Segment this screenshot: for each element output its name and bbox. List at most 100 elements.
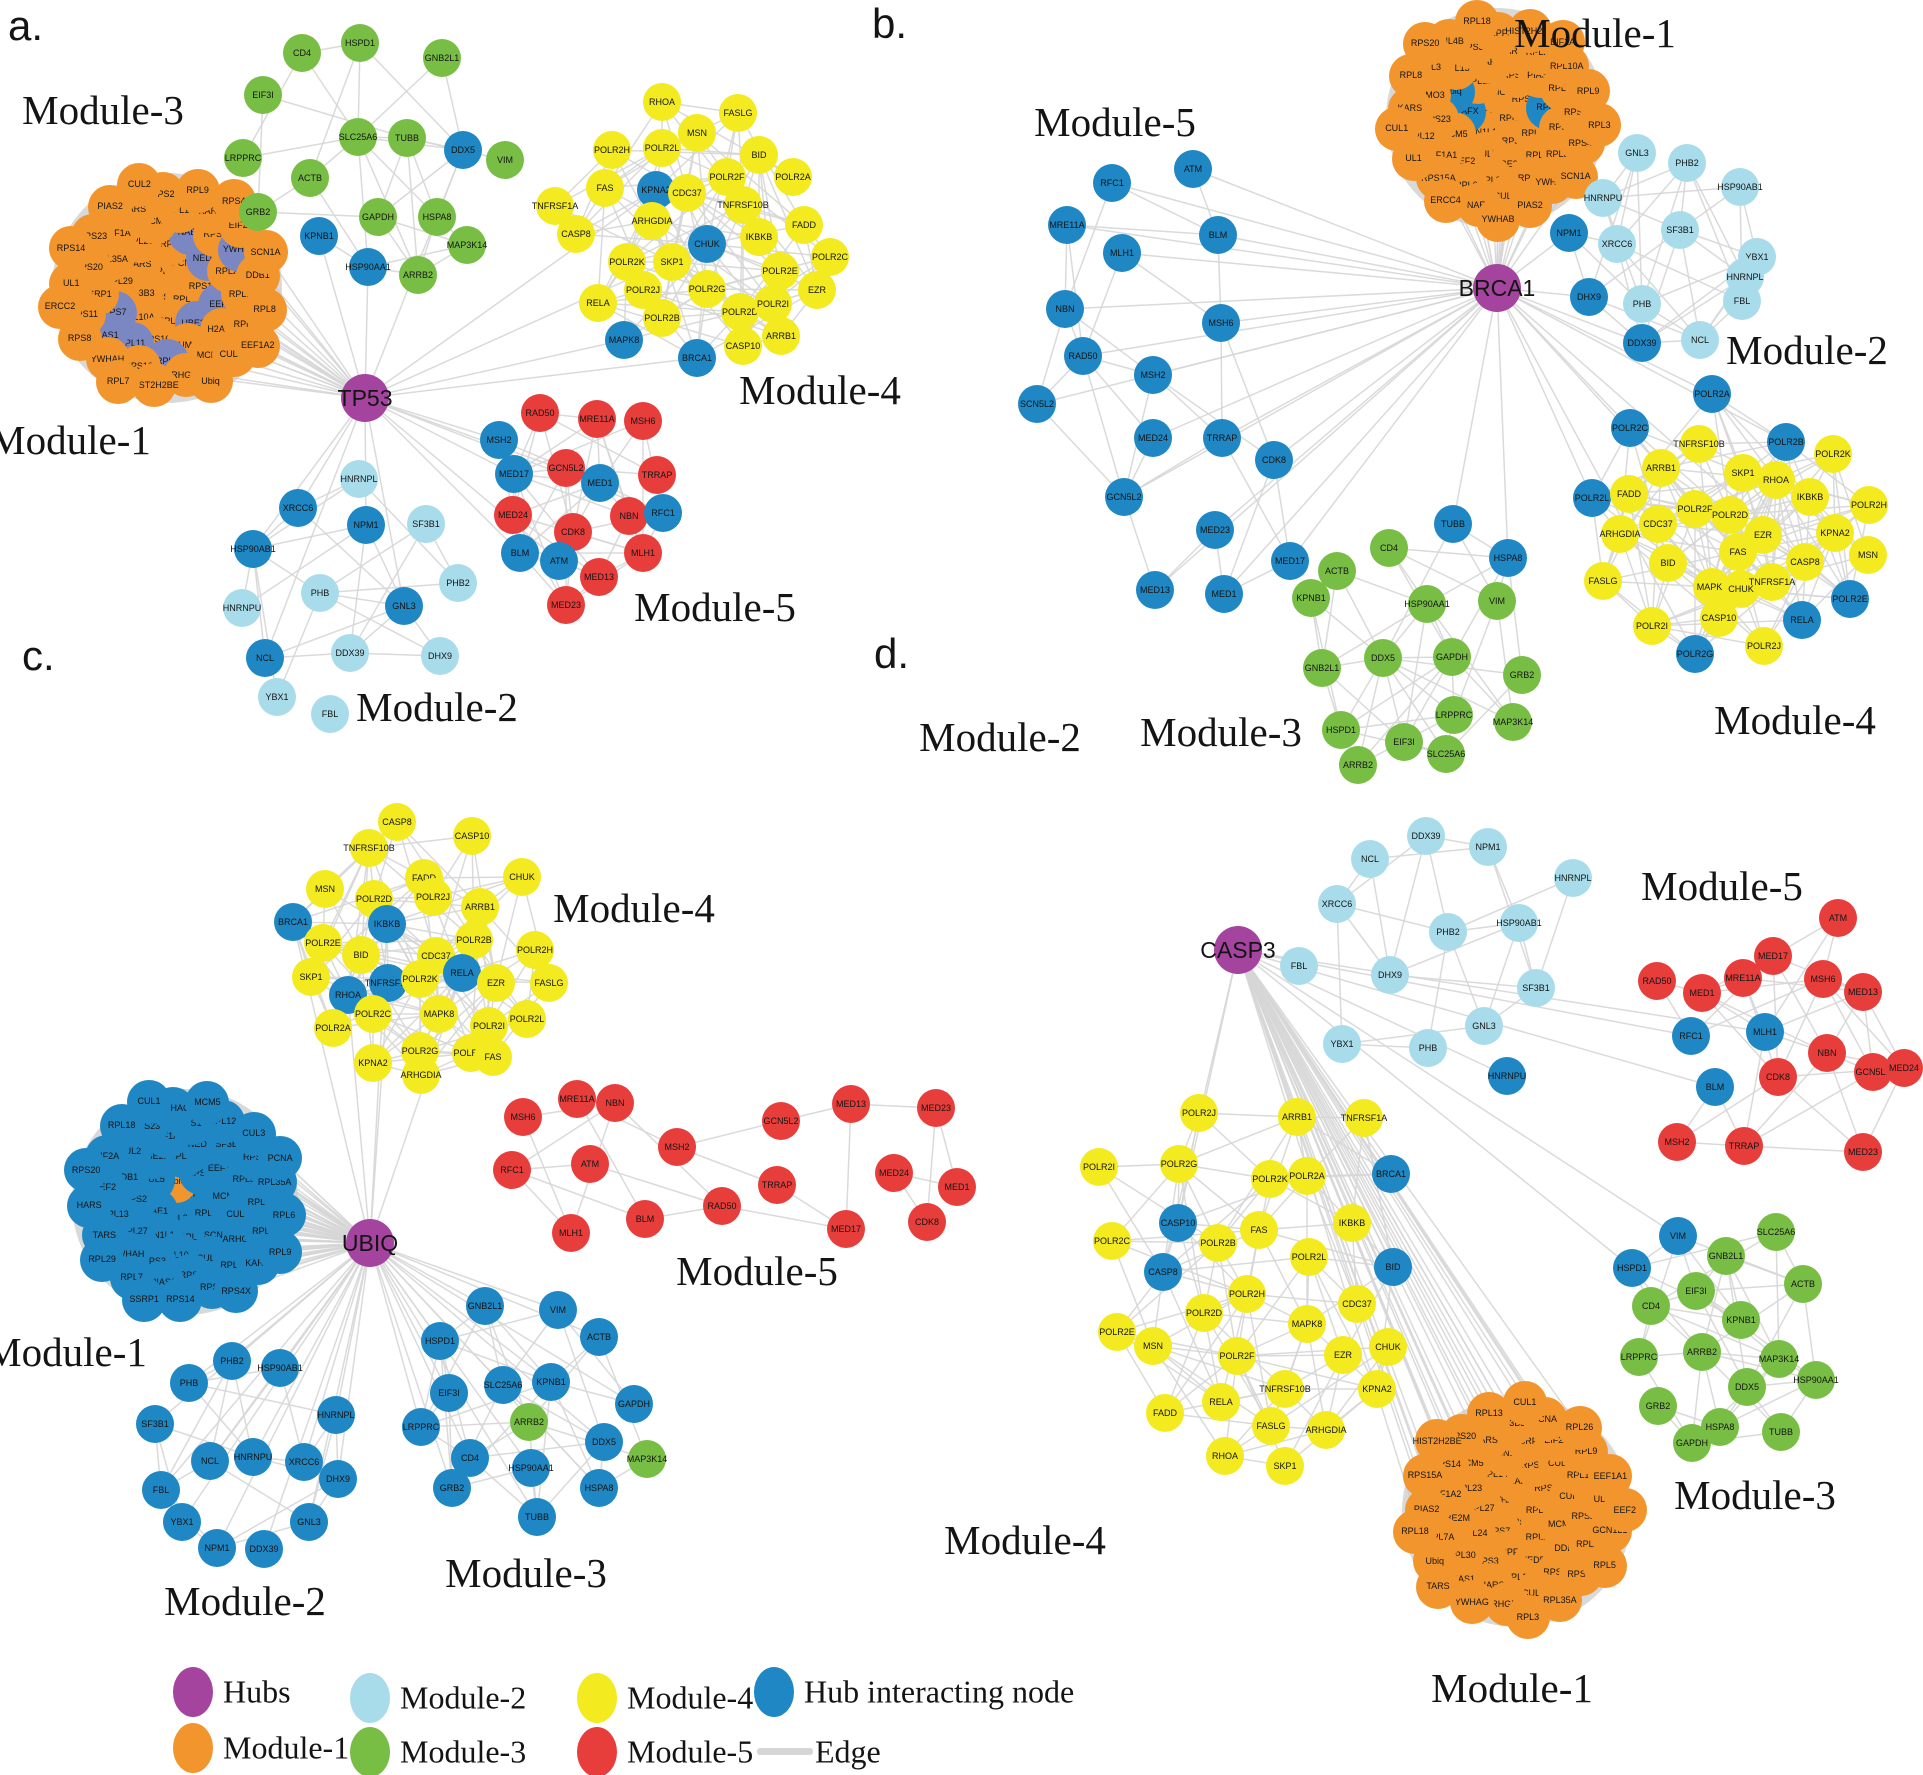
gene-node: TNFRSF10B xyxy=(343,829,395,867)
gene-node: SLC25A6 xyxy=(1427,735,1465,773)
panel-letter: a. xyxy=(8,2,44,49)
gene-node: DDX39 xyxy=(1623,324,1661,362)
gene-node: Ubiq xyxy=(188,359,233,404)
gene-node: RPS20 xyxy=(1403,21,1448,66)
gene-node: POLR2H xyxy=(1228,1275,1266,1313)
gene-node: POLR2J xyxy=(1745,627,1783,665)
gene-node: POLR2E xyxy=(1098,1313,1136,1351)
gene-node: XRCC6 xyxy=(1598,225,1636,263)
gene-node: POLR2H xyxy=(1850,486,1888,524)
gene-node: DDX39 xyxy=(1407,817,1445,855)
gene-node: RPS14 xyxy=(48,226,93,271)
gene-node: SKP1 xyxy=(1724,454,1762,492)
gene-node: NPM1 xyxy=(198,1529,236,1567)
gene-node: POLR2C xyxy=(1611,409,1649,447)
gene-node: SF3B1 xyxy=(407,505,445,543)
gene-node: SKP1 xyxy=(653,243,691,281)
gene-node: ARRB2 xyxy=(1683,1333,1721,1371)
gene-node: ARHGDIA xyxy=(401,1056,442,1094)
hub-node: BRCA1 xyxy=(1459,264,1535,312)
gene-node: MSN xyxy=(678,114,716,152)
gene-node: BID xyxy=(1374,1248,1412,1286)
gene-node: RPL26 xyxy=(1557,1405,1602,1450)
gene-node: FBL xyxy=(311,695,349,733)
gene-node: POLR2B xyxy=(643,299,681,337)
panel-letter: c. xyxy=(22,632,55,679)
gene-node: NBN xyxy=(1046,290,1084,328)
gene-node: RHOA xyxy=(643,83,681,121)
module-label: Module-1 xyxy=(1431,1665,1593,1711)
gene-node: CUL1 xyxy=(1374,106,1419,151)
legend-label: Hubs xyxy=(223,1673,291,1710)
gene-node: HSPD1 xyxy=(1322,711,1360,749)
gene-node: GNB2L1 xyxy=(466,1287,504,1325)
gene-node: MAPK8 xyxy=(420,995,458,1033)
gene-node: HNRNPL xyxy=(340,460,378,498)
gene-node: POLR2F xyxy=(1676,490,1714,528)
gene-node: RPL3 xyxy=(1577,103,1622,148)
gene-node: CD4 xyxy=(1632,1287,1670,1325)
gene-node: MSH2 xyxy=(1658,1123,1696,1161)
gene-node: TNFRSF10B xyxy=(1673,425,1725,463)
gene-node: LRPPRC xyxy=(224,139,262,177)
gene-node: TNFRSF1A xyxy=(1749,563,1795,601)
gene-node: ARRB1 xyxy=(1278,1098,1316,1136)
gene-node: HNRNPL xyxy=(317,1396,355,1434)
gene-node: MSH2 xyxy=(480,421,518,459)
gene-node: MAP3K14 xyxy=(1759,1340,1799,1378)
gene-node: FASLG xyxy=(1584,562,1622,600)
legend-swatch xyxy=(173,1667,213,1717)
gene-node: RELA xyxy=(1202,1383,1240,1421)
gene-node: ARRB1 xyxy=(461,888,499,926)
gene-node: MED1 xyxy=(1683,974,1721,1012)
gene-node: LRPPRC xyxy=(1620,1338,1658,1376)
gene-node: POLR2H xyxy=(516,931,554,969)
gene-node: EZR xyxy=(1324,1336,1362,1374)
gene-node: POLR2I xyxy=(1080,1148,1118,1186)
gene-node: CD4 xyxy=(1370,529,1408,567)
gene-node: POLR2D xyxy=(1711,496,1749,534)
gene-node: POLR2K xyxy=(401,960,439,998)
gene-node: CDK8 xyxy=(908,1203,946,1241)
gene-node: GNL3 xyxy=(385,587,423,625)
gene-node: HSP90AB1 xyxy=(230,530,276,568)
gene-node: FASLG xyxy=(1252,1407,1290,1445)
gene-node: POLR2G xyxy=(688,270,726,308)
gene-node: ATM xyxy=(1174,150,1212,188)
module-label: Module-5 xyxy=(634,584,796,630)
gene-node: HSP90AA1 xyxy=(1793,1361,1839,1399)
gene-node: CHUK xyxy=(503,858,541,896)
gene-node: HIST2H2BE xyxy=(1413,1419,1462,1464)
gene-node: POLR2I xyxy=(754,285,792,323)
gene-node: TRRAP xyxy=(758,1166,796,1204)
gene-node: MED1 xyxy=(938,1168,976,1206)
panel-letter: d. xyxy=(874,630,910,677)
gene-node: POLR2G xyxy=(1160,1145,1198,1183)
gene-node: GNB2L1 xyxy=(1303,649,1341,687)
gene-node: MED17 xyxy=(1754,937,1792,975)
gene-node: TNFRSF10B xyxy=(717,186,769,224)
gene-node: POLR2K xyxy=(1251,1160,1289,1198)
gene-node: MED24 xyxy=(1134,419,1172,457)
gene-node: EZR xyxy=(477,964,515,1002)
gene-node: SKP1 xyxy=(292,958,330,996)
gene-node: RPL18 xyxy=(1392,1509,1437,1554)
module-label: Module-3 xyxy=(1674,1472,1836,1518)
gene-node: NPM1 xyxy=(347,506,385,544)
module-label: Module-1 xyxy=(0,1329,147,1375)
gene-node: HNRNPL xyxy=(1554,859,1592,897)
gene-node: RPL7 xyxy=(96,359,141,404)
gene-node: GAPDH xyxy=(359,198,397,236)
gene-node: POLR2J xyxy=(414,878,452,916)
gene-node: POLR2I xyxy=(1633,607,1671,645)
gene-node: TRRAP xyxy=(1203,419,1241,457)
gene-node: LRPPRC xyxy=(1435,696,1473,734)
gene-node: TUBB xyxy=(1434,505,1472,543)
gene-node: ACTB xyxy=(580,1318,618,1356)
gene-node: DDX5 xyxy=(1728,1368,1766,1406)
gene-node: HARS xyxy=(67,1183,112,1228)
gene-node: SLC25A6 xyxy=(484,1366,522,1404)
gene-node: ARRB1 xyxy=(762,317,800,355)
gene-node: KPNA2 xyxy=(354,1044,392,1082)
gene-node: PHB xyxy=(1623,285,1661,323)
